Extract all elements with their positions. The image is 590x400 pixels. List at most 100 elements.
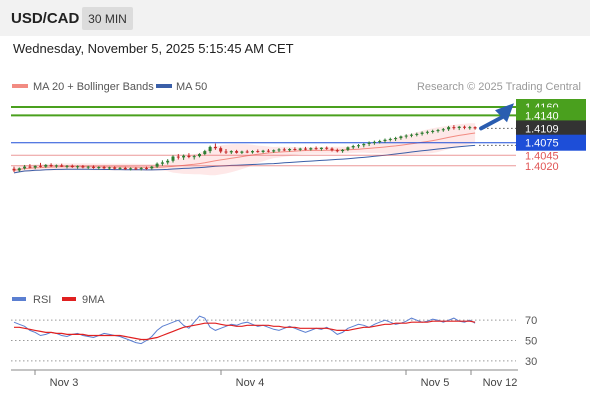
candle-body <box>415 134 418 135</box>
candle-body <box>251 151 254 152</box>
candle-body <box>468 127 471 128</box>
candle-body <box>34 166 37 168</box>
candle-body <box>240 152 243 153</box>
candle-body <box>219 148 222 151</box>
candle-body <box>246 152 249 153</box>
candle-body <box>13 169 16 171</box>
candle-body <box>373 142 376 143</box>
candle-body <box>299 149 302 150</box>
candle-body <box>71 166 74 167</box>
rsi-ma-legend-label: 9MA <box>82 294 105 306</box>
candle-body <box>150 167 153 169</box>
candle-body <box>288 149 291 150</box>
candle-body <box>161 162 164 163</box>
candle-body <box>203 151 206 154</box>
pivot-label: 1.4075 <box>525 138 559 150</box>
candle-body <box>336 150 339 151</box>
candle-body <box>447 127 450 129</box>
candle-body <box>55 165 58 166</box>
candle-body <box>384 140 387 141</box>
candle-body <box>293 149 296 150</box>
candle-body <box>399 136 402 138</box>
candle-body <box>92 167 95 168</box>
x-axis-label: Nov 3 <box>50 377 79 389</box>
ma50-legend-label: MA 50 <box>176 81 207 93</box>
candle-body <box>410 135 413 136</box>
candle-body <box>214 147 217 148</box>
candle-body <box>156 164 159 167</box>
candle-body <box>341 150 344 151</box>
ma20-legend-label: MA 20 + Bollinger Bands <box>33 81 154 93</box>
candle-body <box>28 167 31 168</box>
candle-body <box>346 147 349 150</box>
ma50-legend-swatch <box>156 84 172 88</box>
candle-body <box>76 166 79 167</box>
candle-body <box>129 168 132 169</box>
legend: MA 20 + Bollinger Bands MA 50 Research ©… <box>12 81 581 93</box>
candle-body <box>352 146 355 147</box>
x-axis-label: Nov 5 <box>421 377 450 389</box>
candle-body <box>230 151 233 152</box>
candle-body <box>50 165 53 166</box>
candle-body <box>235 151 238 153</box>
candle-body <box>315 148 318 149</box>
candle-body <box>166 161 169 163</box>
candle-body <box>108 167 111 168</box>
support-label: 1.4020 <box>525 161 559 173</box>
candle-body <box>267 151 270 152</box>
rsi-panel: 70 50 30 <box>11 315 537 368</box>
candle-body <box>331 149 334 151</box>
candle-body <box>256 151 259 152</box>
rsi-legend-swatch <box>12 297 26 301</box>
candle-body <box>389 139 392 140</box>
candle-body <box>225 152 228 153</box>
candle-body <box>421 133 424 134</box>
candle-body <box>309 148 312 149</box>
candle-body <box>23 167 26 169</box>
candle-body <box>113 167 116 168</box>
candle-body <box>362 144 365 145</box>
credit-text: Research © 2025 Trading Central <box>417 81 581 93</box>
candle-body <box>442 129 445 130</box>
candle-body <box>283 149 286 150</box>
candle-body <box>103 167 106 168</box>
candle-body <box>124 168 127 169</box>
candle-body <box>474 127 477 128</box>
candle-body <box>405 136 408 137</box>
candle-body <box>193 156 196 157</box>
rsi-tick-label: 30 <box>525 356 537 368</box>
candle-body <box>177 157 180 158</box>
candle-body <box>209 147 212 151</box>
candle-body <box>426 132 429 133</box>
candle-body <box>320 148 323 149</box>
candle-body <box>357 145 360 146</box>
candle-body <box>145 168 148 169</box>
candle-body <box>458 127 461 128</box>
candle-body <box>394 138 397 139</box>
candle-body <box>44 165 47 167</box>
candle-body <box>378 141 381 142</box>
candle-body <box>437 130 440 131</box>
candle-body <box>97 167 100 168</box>
rsi-legend: RSI 9MA <box>12 294 105 306</box>
candle-body <box>60 165 63 166</box>
candle-body <box>368 143 371 144</box>
rsi-tick-label: 70 <box>525 315 537 327</box>
candle-body <box>18 168 21 170</box>
candle-body <box>198 154 201 156</box>
candle-body <box>187 156 190 157</box>
candle-body <box>452 127 455 128</box>
candle-body <box>172 157 175 161</box>
candle-body <box>325 148 328 149</box>
candle-body <box>134 168 137 169</box>
ma20-legend-swatch <box>12 84 28 88</box>
candle-body <box>431 131 434 132</box>
current-price-label: 1.4109 <box>525 123 559 135</box>
candle-body <box>304 149 307 150</box>
rsi-ma-legend-swatch <box>62 297 76 301</box>
rsi-tick-label: 50 <box>525 336 537 348</box>
candle-body <box>262 151 265 152</box>
x-axis-label: Nov 4 <box>236 377 265 389</box>
candle-body <box>278 149 281 150</box>
